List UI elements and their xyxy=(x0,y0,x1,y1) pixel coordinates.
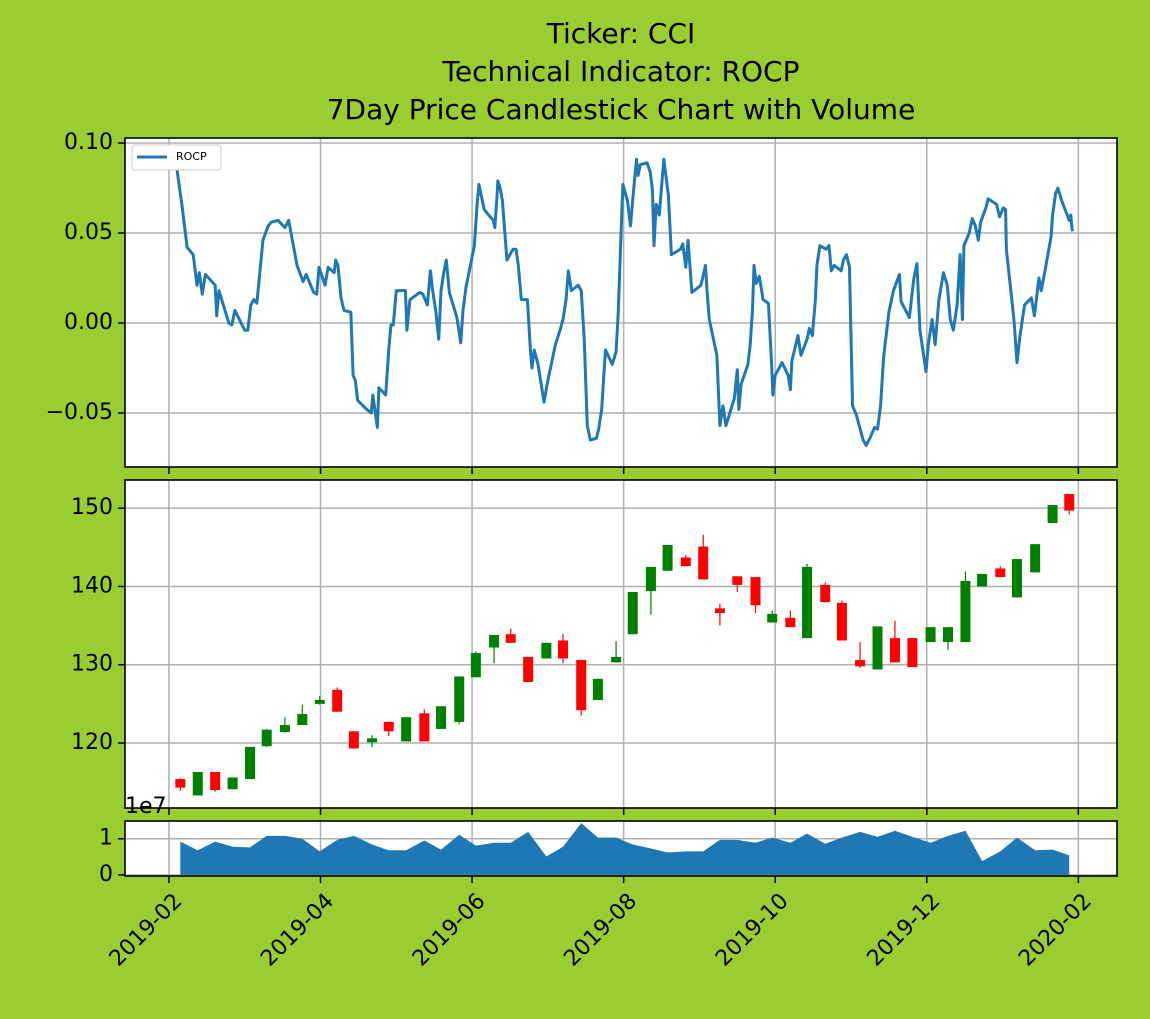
candle-body xyxy=(297,714,308,726)
candle-body xyxy=(836,602,847,641)
candle-body xyxy=(419,713,430,742)
rocp-line xyxy=(173,155,1074,447)
candle-body xyxy=(943,627,954,643)
candle-body xyxy=(802,566,813,639)
candle-body xyxy=(367,738,378,743)
candle-body xyxy=(489,634,500,648)
candle-body xyxy=(523,656,534,682)
candle-body xyxy=(227,777,238,790)
volume-area xyxy=(180,823,1070,875)
data-layer xyxy=(175,494,1075,796)
candle-body xyxy=(436,706,447,729)
candle-body xyxy=(314,699,325,704)
title-line: Technical Indicator: ROCP xyxy=(442,55,800,88)
candle-body xyxy=(645,566,656,592)
y-tick-label: 0.00 xyxy=(64,310,113,335)
plot-frame xyxy=(124,820,1118,877)
y-tick-label: 130 xyxy=(71,652,113,677)
plot-frame xyxy=(124,479,1118,809)
candle-body xyxy=(192,771,203,796)
candle-body xyxy=(750,577,761,606)
data-layer xyxy=(180,823,1070,875)
candle-body xyxy=(558,640,569,659)
plot-area xyxy=(125,138,1117,467)
candle-body xyxy=(541,642,552,659)
candle-body xyxy=(470,653,481,678)
legend: ROCP xyxy=(131,144,222,171)
panel: 120 130 140 150 xyxy=(71,479,1118,815)
candle-body xyxy=(977,573,988,587)
candle-body xyxy=(1047,505,1058,524)
candle-body xyxy=(279,725,290,733)
plot-area xyxy=(125,480,1117,808)
candle-body xyxy=(662,544,673,571)
candle-body xyxy=(698,546,709,580)
candle-body xyxy=(1030,544,1041,573)
y-tick-label: 0.05 xyxy=(64,220,113,245)
candle-body xyxy=(175,779,186,788)
candle-body xyxy=(454,676,465,722)
legend-label: ROCP xyxy=(176,150,207,163)
title-line: 7Day Price Candlestick Chart with Volume xyxy=(327,93,916,126)
axis-offset-label: 1e7 xyxy=(125,794,167,819)
y-tick-label: −0.05 xyxy=(46,400,113,425)
candle-body xyxy=(576,660,587,711)
candle-body xyxy=(820,584,831,603)
candle-body xyxy=(611,656,622,663)
candle-body xyxy=(592,678,603,700)
data-layer xyxy=(173,155,1074,447)
candle-body xyxy=(767,613,778,623)
y-tick-label: 0.10 xyxy=(64,130,113,155)
candle-body xyxy=(348,731,359,749)
candle-body xyxy=(995,568,1006,578)
candle-body xyxy=(872,626,883,670)
legend-box xyxy=(131,144,222,171)
y-tick-label: 140 xyxy=(71,573,113,598)
candle-body xyxy=(627,591,638,635)
panel: −0.05 0.00 0.05 0.10 ROCP xyxy=(46,130,1118,474)
candle-body xyxy=(505,634,516,643)
candle-body xyxy=(245,746,256,780)
plot-frame xyxy=(124,137,1118,468)
candle-body xyxy=(714,608,725,614)
candle-body xyxy=(261,729,272,747)
candle-body xyxy=(855,660,866,667)
candle-body xyxy=(732,576,743,585)
y-tick-label: 150 xyxy=(71,495,113,520)
candle-body xyxy=(960,580,971,643)
candle-body xyxy=(680,557,691,567)
candle-body xyxy=(210,771,221,790)
candle-body xyxy=(383,721,394,732)
y-tick-label: 1 xyxy=(99,826,113,851)
candle-body xyxy=(1011,559,1022,598)
title-line: Ticker: CCI xyxy=(546,17,696,50)
candle-body xyxy=(889,638,900,663)
candle-body xyxy=(401,717,412,742)
y-tick-label: 0 xyxy=(99,862,113,887)
candle-body xyxy=(907,638,918,668)
candle-body xyxy=(332,689,343,712)
candle-body xyxy=(785,617,796,628)
y-tick-label: 120 xyxy=(71,730,113,755)
candle-body xyxy=(1064,494,1075,511)
candle-body xyxy=(925,627,936,643)
